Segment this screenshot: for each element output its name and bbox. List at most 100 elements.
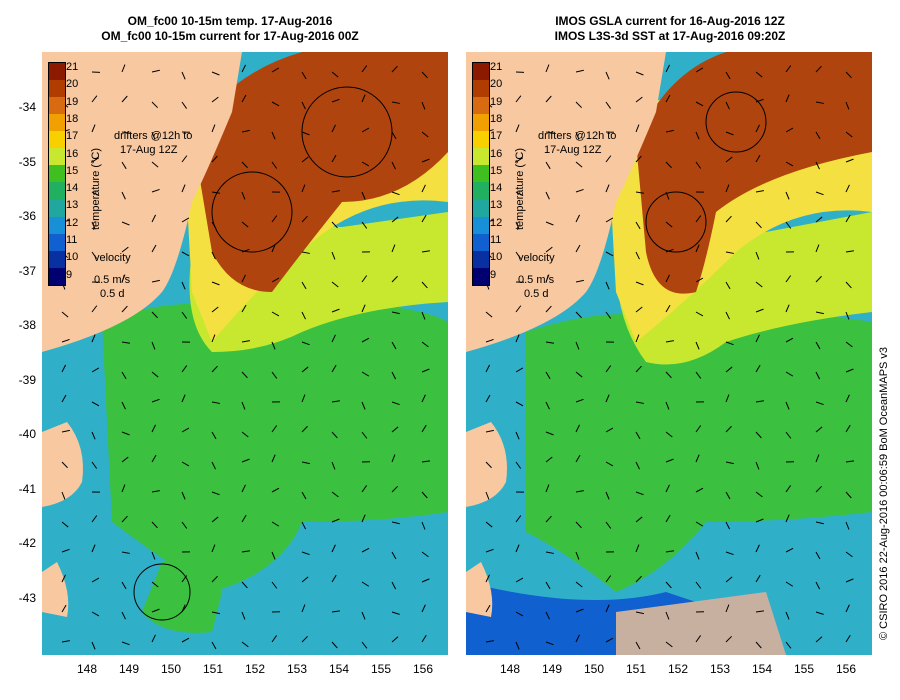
velocity-arrow — [241, 484, 246, 493]
velocity-arrow — [755, 574, 761, 583]
velocity-arrow — [845, 250, 854, 253]
longitude-tick-label: 151 — [625, 662, 647, 676]
velocity-arrow — [91, 124, 96, 133]
colorbar-tick-label: 21 — [66, 61, 79, 73]
velocity-arrow — [845, 521, 850, 530]
right-colorbar — [472, 62, 490, 286]
velocity-arrow — [635, 461, 640, 470]
velocity-arrow — [211, 575, 218, 583]
velocity-arrow — [755, 98, 764, 103]
velocity-arrow — [241, 581, 248, 589]
velocity-arrow — [421, 491, 428, 499]
velocity-arrow — [361, 514, 366, 523]
velocity-arrow — [845, 131, 853, 138]
colorbar-tick-label: 21 — [490, 61, 503, 73]
velocity-arrow — [211, 431, 217, 440]
velocity-arrow — [575, 188, 584, 193]
velocity-arrow — [211, 71, 220, 76]
velocity-arrow — [785, 221, 792, 229]
velocity-arrow — [421, 521, 426, 530]
velocity-arrow — [91, 251, 98, 259]
velocity-arrow — [151, 244, 157, 253]
velocity-arrow — [241, 94, 247, 103]
colorbar-tick-label: 16 — [490, 147, 503, 160]
velocity-arrow — [665, 274, 670, 283]
velocity-arrow — [785, 547, 794, 553]
longitude-tick-label: 149 — [118, 662, 140, 676]
velocity-arrow — [361, 431, 368, 439]
velocity-arrow — [635, 71, 644, 76]
velocity-arrow — [815, 454, 820, 463]
velocity-arrow — [665, 191, 670, 200]
velocity-arrow — [91, 515, 98, 523]
velocity-arrow — [331, 400, 340, 403]
colorbar-tick-label: 12 — [66, 216, 79, 229]
velocity-arrow — [635, 544, 640, 553]
velocity-arrow — [515, 334, 520, 343]
velocity-arrow — [605, 365, 612, 373]
velocity-arrow — [515, 124, 520, 133]
right-velocity-label: velocity — [518, 252, 555, 264]
velocity-arrow — [485, 640, 494, 643]
velocity-arrow — [391, 275, 398, 283]
velocity-arrow — [241, 550, 250, 553]
velocity-arrow — [515, 611, 524, 617]
velocity-arrow — [605, 521, 612, 529]
colorbar-segment — [49, 199, 65, 217]
colorbar-segment — [473, 114, 489, 132]
colorbar-tick-label: 13 — [66, 199, 79, 212]
velocity-arrow — [331, 334, 336, 343]
latitude-tick-label: -37 — [18, 263, 36, 278]
velocity-arrow — [301, 184, 306, 193]
velocity-arrow — [91, 334, 96, 343]
velocity-arrow — [361, 641, 368, 649]
velocity-arrow — [605, 394, 610, 403]
latitude-tick-label: -36 — [18, 209, 36, 223]
velocity-arrow — [635, 641, 641, 650]
left-map-canvas — [42, 52, 448, 655]
velocity-arrow — [815, 161, 820, 170]
velocity-arrow — [331, 491, 339, 498]
velocity-arrow — [301, 394, 306, 403]
left-panel-title-line2: OM_fc00 10-15m current for 17-Aug-2016 0… — [101, 29, 359, 43]
velocity-arrow — [421, 578, 430, 583]
velocity-arrow — [181, 521, 188, 529]
velocity-arrow — [545, 401, 550, 410]
velocity-arrow — [545, 484, 550, 493]
velocity-arrow — [695, 341, 700, 350]
colorbar-tick-label: 9 — [490, 268, 497, 281]
longitude-tick-label: 155 — [370, 662, 392, 676]
longitude-tick-label: 155 — [793, 662, 815, 676]
longitude-tick-label: 152 — [244, 662, 266, 676]
velocity-arrow — [545, 246, 553, 253]
velocity-arrow — [91, 191, 100, 197]
velocity-arrow — [61, 604, 67, 613]
colorbar-tick-label: 10 — [66, 251, 79, 264]
velocity-arrow — [515, 515, 522, 523]
velocity-arrow — [605, 491, 610, 500]
left-map-panel[interactable]: drifters @12h to 17-Aug 12Z velocity 0.5… — [42, 52, 448, 655]
velocity-arrow — [271, 161, 278, 169]
velocity-arrow — [61, 521, 69, 528]
velocity-arrow — [421, 214, 427, 223]
velocity-arrow — [271, 215, 278, 223]
velocity-arrow — [725, 394, 730, 403]
velocity-arrow — [271, 341, 276, 350]
latitude-tick-label: -34 — [18, 100, 36, 114]
velocity-arrow — [515, 544, 520, 553]
velocity-arrow — [91, 544, 96, 553]
longitude-tick-label: 152 — [667, 662, 689, 676]
velocity-arrow — [421, 394, 426, 403]
velocity-arrow — [331, 124, 336, 133]
velocity-arrow — [331, 221, 338, 229]
velocity-arrow — [91, 641, 96, 650]
velocity-arrow — [695, 425, 702, 433]
velocity-arrow — [815, 311, 824, 315]
velocity-arrow — [485, 364, 491, 373]
velocity-arrow — [845, 578, 854, 583]
velocity-arrow — [121, 581, 127, 590]
right-map-panel[interactable]: drifters @12h to 17-Aug 12Z velocity 0.5… — [466, 52, 872, 655]
velocity-arrow — [121, 191, 126, 200]
velocity-arrow — [361, 191, 366, 200]
velocity-arrow — [695, 581, 702, 589]
